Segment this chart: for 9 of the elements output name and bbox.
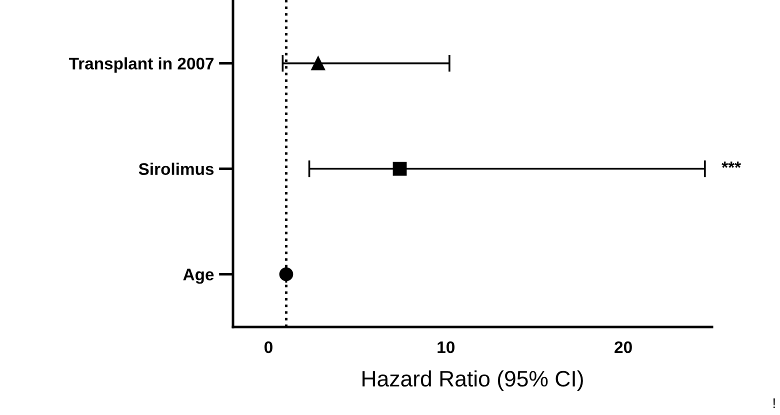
x-axis-title: Hazard Ratio (95% CI) <box>362 370 583 392</box>
x-tick-label: 10 <box>438 341 454 354</box>
y-tick-label: Sirolimus <box>138 162 214 175</box>
text: ! <box>773 398 775 408</box>
x-tick-label: 20 <box>614 341 632 354</box>
text: *** <box>722 162 742 168</box>
x-tick-label: 0 <box>264 341 272 354</box>
y-tick-label: Transplant in 2007 <box>69 57 214 73</box>
y-tick-label: Age <box>183 268 214 284</box>
